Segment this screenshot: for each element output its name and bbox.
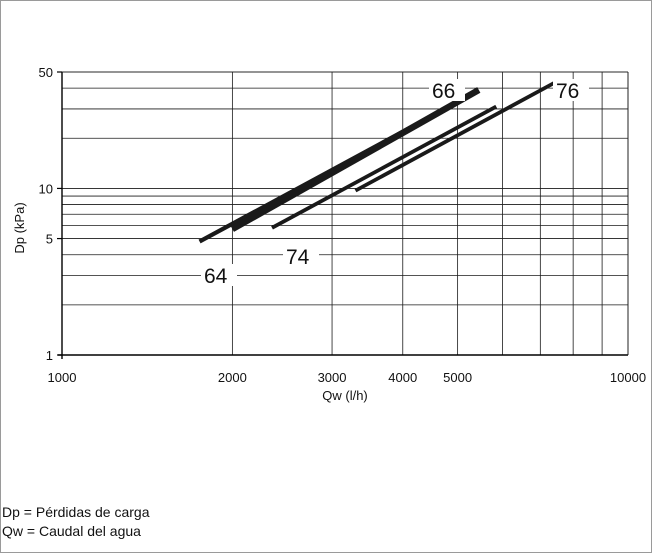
y-tick-label: 1	[46, 348, 53, 363]
curve-label-bg	[553, 79, 589, 101]
curve-label-76: 76	[556, 80, 579, 103]
x-tick-label: 10000	[610, 370, 646, 385]
series-layer	[198, 79, 559, 244]
series-line-74	[271, 104, 498, 230]
y-tick-label: 10	[39, 181, 53, 196]
grid	[61, 71, 629, 356]
x-tick-label: 5000	[443, 370, 472, 385]
curve-label-64: 64	[204, 265, 228, 288]
curve-labels: 64 66 74 76	[201, 79, 589, 288]
y-axis-label: Dp (kPa)	[12, 202, 27, 253]
x-tick-label: 2000	[218, 370, 247, 385]
y-tick-label: 50	[39, 65, 53, 80]
curve-label-bg	[201, 264, 237, 286]
x-tick-label: 4000	[388, 370, 417, 385]
y-tick-label: 5	[46, 232, 53, 247]
series-line-76	[354, 79, 559, 193]
curve-label-bg	[283, 245, 319, 267]
curve-label-74: 74	[286, 246, 310, 269]
series-line-66	[230, 87, 481, 232]
x-tick-label: 1000	[48, 370, 77, 385]
curve-label-66: 66	[432, 80, 455, 103]
curve-label-bg	[429, 79, 465, 101]
tick-labels: 1000 2000 3000 4000 5000 10000 1 5 10 50	[39, 65, 647, 385]
legend-note-dp: Dp = Pérdidas de carga	[2, 504, 150, 520]
axes	[58, 71, 629, 359]
x-tick-label: 3000	[318, 370, 347, 385]
legend-note-qw: Qw = Caudal del agua	[2, 523, 141, 539]
x-axis-label: Qw (l/h)	[322, 388, 368, 403]
